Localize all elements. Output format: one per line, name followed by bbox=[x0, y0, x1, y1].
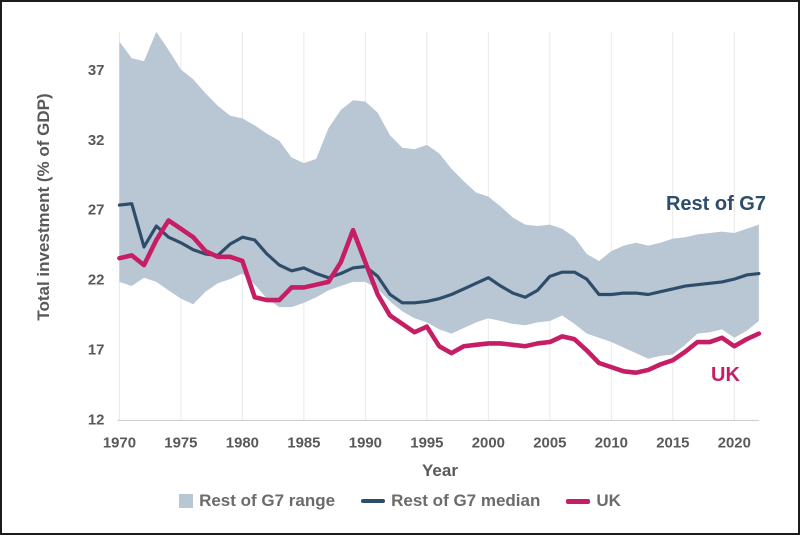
chart-legend: Rest of G7 range Rest of G7 median UK bbox=[2, 491, 798, 511]
x-tick-label: 2010 bbox=[595, 436, 628, 452]
x-tick-label: 1970 bbox=[103, 436, 136, 452]
g7-median-swatch-icon bbox=[361, 499, 386, 503]
y-tick-label: 22 bbox=[88, 273, 105, 289]
y-axis-title: Total investment (% of GDP) bbox=[34, 93, 53, 321]
x-tick-label: 2015 bbox=[656, 436, 689, 452]
x-tick-label: 1990 bbox=[349, 436, 382, 452]
y-tick-label: 32 bbox=[88, 133, 105, 149]
x-tick-label: 1985 bbox=[287, 436, 320, 452]
uk-swatch-icon bbox=[566, 498, 591, 504]
uk-series-label: UK bbox=[711, 364, 740, 386]
y-tick-label: 37 bbox=[88, 63, 105, 79]
x-tick-label: 2020 bbox=[718, 436, 751, 452]
x-tick-label: 1995 bbox=[410, 436, 443, 452]
legend-label: Rest of G7 range bbox=[199, 491, 336, 510]
rest-of-g7-series-label: Rest of G7 bbox=[665, 193, 766, 215]
g7-range-area bbox=[119, 31, 759, 359]
y-tick-label: 12 bbox=[88, 412, 105, 428]
g7-median-line bbox=[117, 202, 761, 305]
legend-item-uk: UK bbox=[566, 491, 621, 511]
x-tick-label: 1980 bbox=[226, 436, 259, 452]
x-axis-title: Year bbox=[422, 461, 458, 480]
x-tick-label: 2005 bbox=[533, 436, 566, 452]
legend-item-g7-range: Rest of G7 range bbox=[179, 491, 335, 511]
legend-label: UK bbox=[596, 491, 621, 510]
legend-label: Rest of G7 median bbox=[391, 491, 541, 510]
y-tick-label: 27 bbox=[88, 203, 105, 219]
g7-range-swatch-icon bbox=[179, 494, 194, 508]
uk-line bbox=[117, 218, 762, 375]
legend-item-g7-median: Rest of G7 median bbox=[361, 491, 540, 511]
y-tick-label: 17 bbox=[88, 342, 105, 358]
x-tick-label: 1975 bbox=[164, 436, 197, 452]
x-tick-label: 2000 bbox=[472, 436, 505, 452]
